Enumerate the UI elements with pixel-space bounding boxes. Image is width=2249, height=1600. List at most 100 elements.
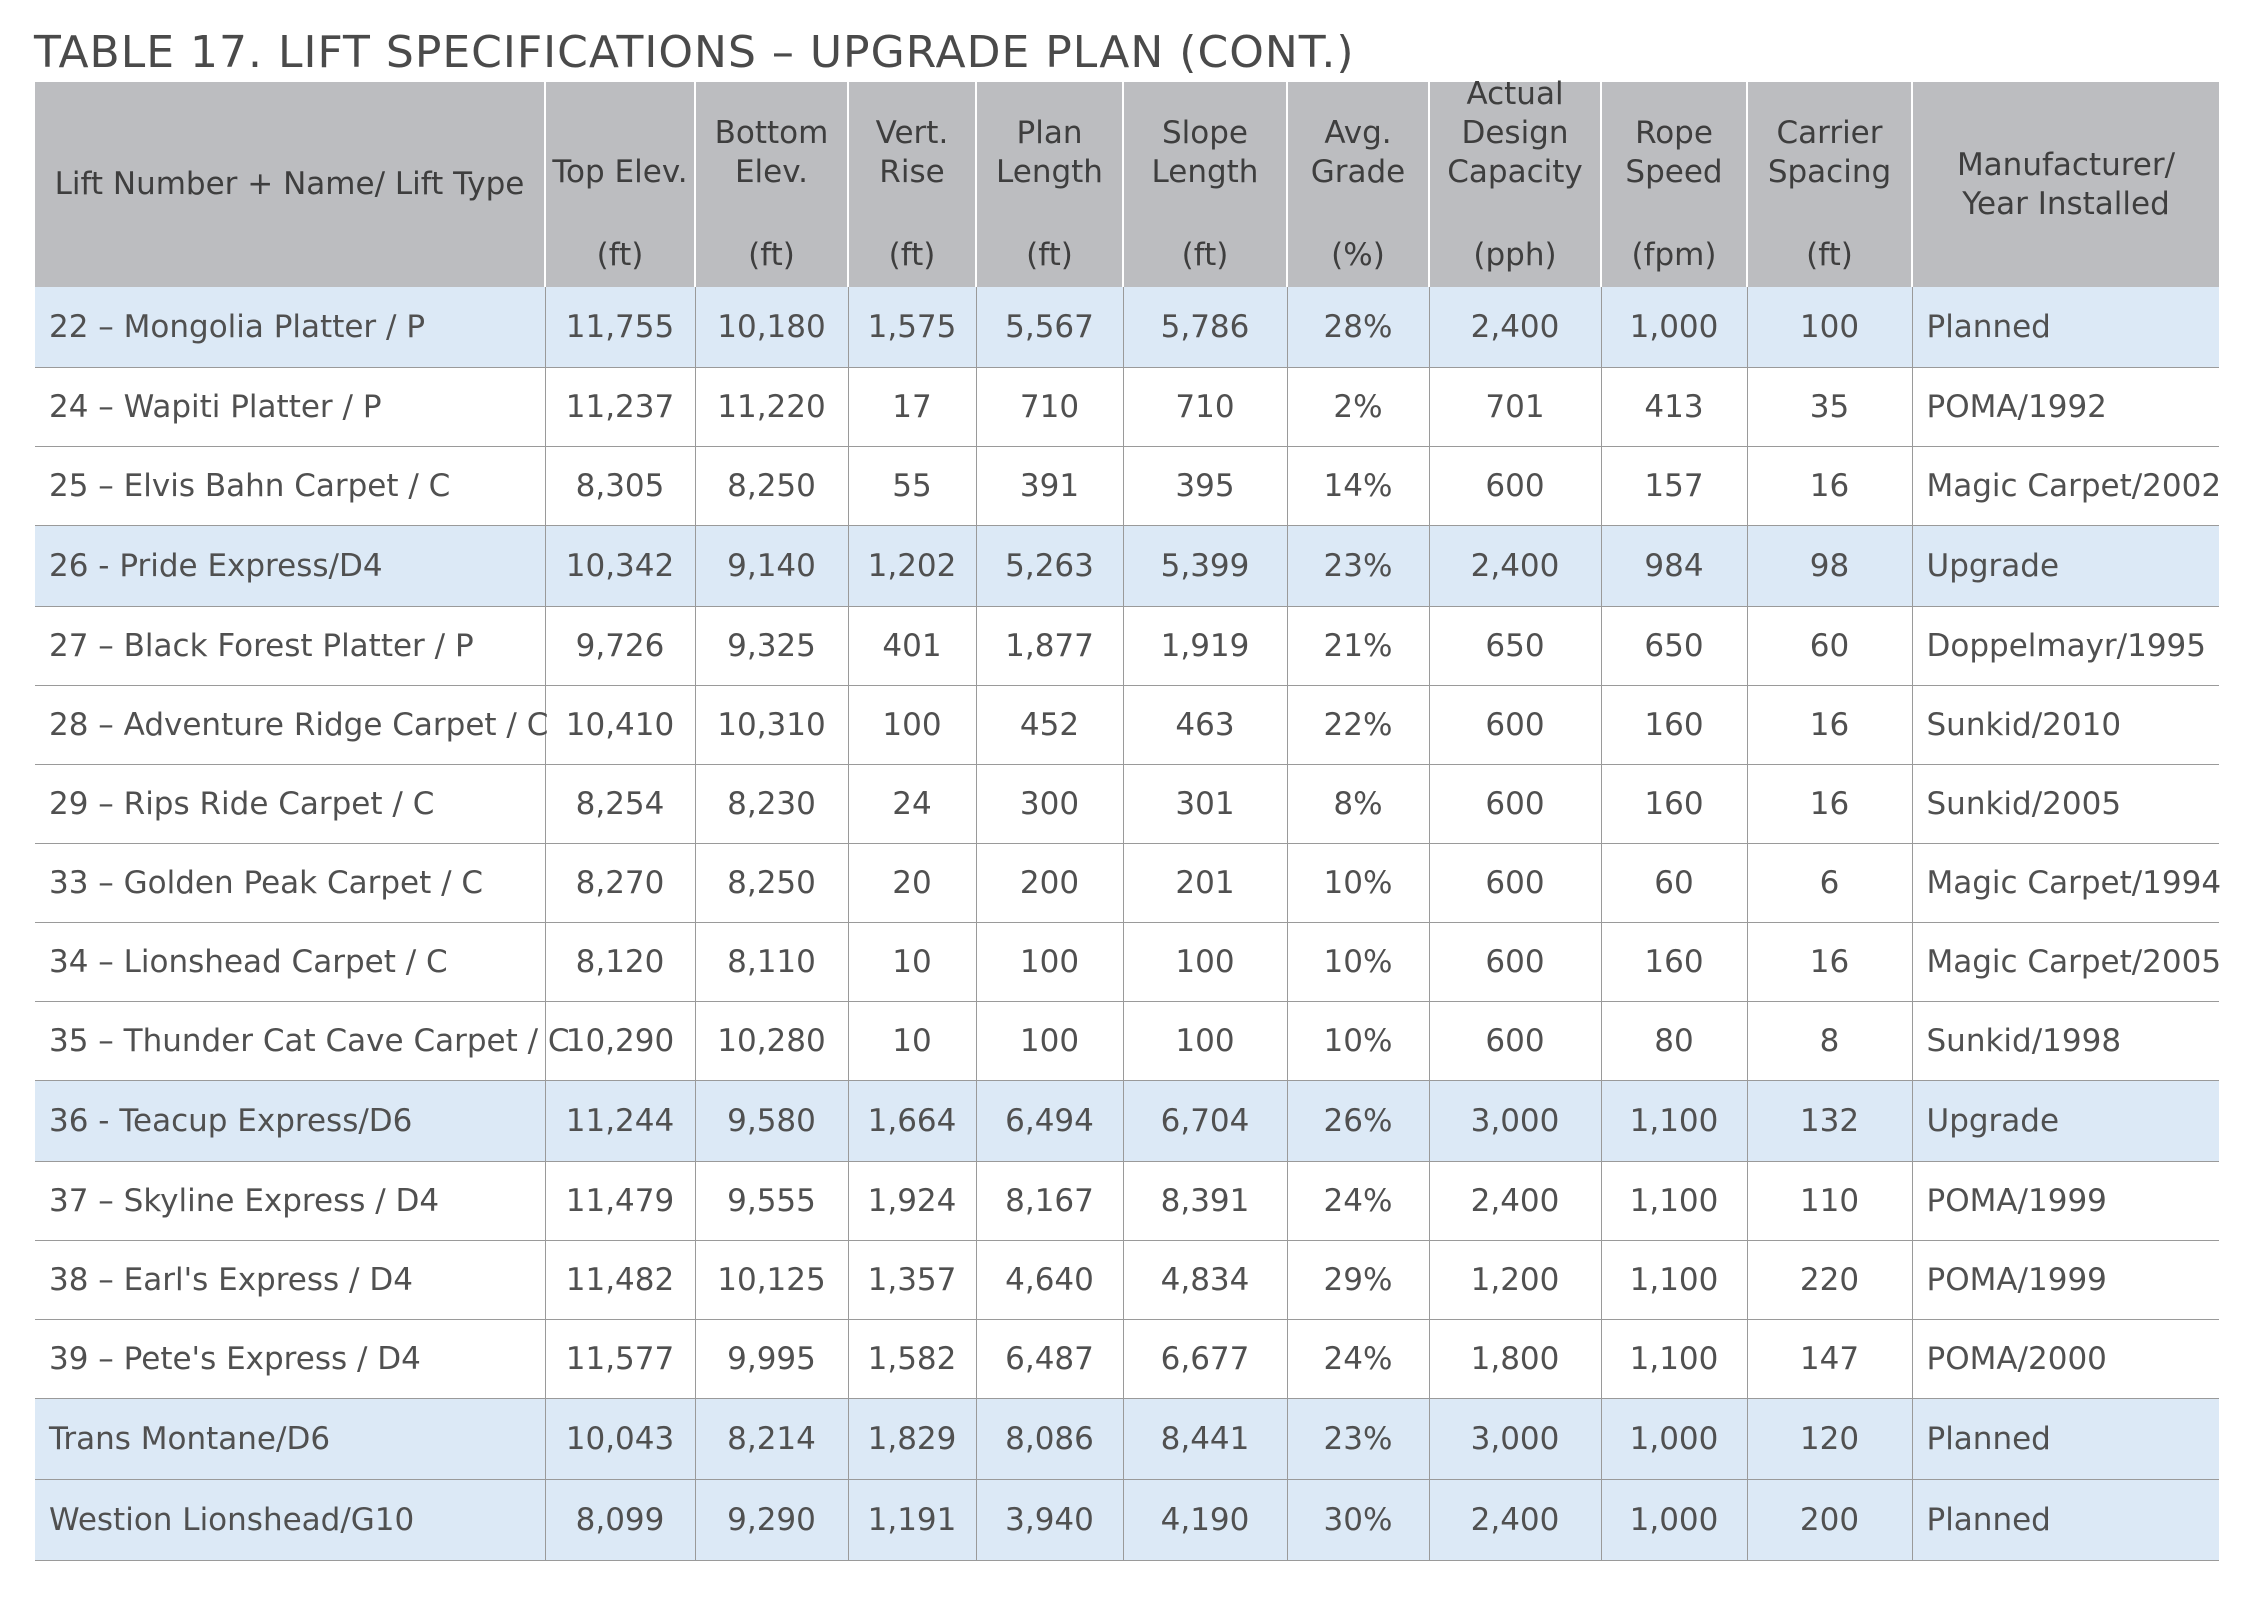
table-cell: 160 — [1600, 764, 1747, 844]
table-cell: 9,555 — [694, 1161, 848, 1241]
manufacturer-cell: Upgrade — [1911, 525, 2219, 607]
table-row: 26 - Pride Express/D4 10,342 9,140 1,202 5,2… — [35, 525, 2219, 607]
table-cell: 401 — [847, 606, 976, 686]
table-cell: 147 — [1746, 1319, 1912, 1399]
table-cell: 11,220 — [694, 367, 848, 447]
lift-name-cell: 27 – Black Forest Platter / P — [35, 606, 545, 686]
table-row: 24 – Wapiti Platter / P 11,237 11,220 17 710… — [35, 367, 2219, 447]
table-cell: 395 — [1122, 446, 1287, 526]
table-cell: 9,290 — [694, 1479, 848, 1561]
table-cell: 9,325 — [694, 606, 848, 686]
column-header: Bottom Elev. (ft) — [694, 82, 848, 287]
table-cell: 463 — [1122, 685, 1287, 765]
table-cell: 4,190 — [1122, 1479, 1287, 1561]
table-cell: 100 — [1122, 922, 1287, 1002]
table-row: 35 – Thunder Cat Cave Carpet / C 10,290 10… — [35, 1001, 2219, 1081]
table-cell: 5,786 — [1122, 287, 1287, 368]
column-header-label: Slope Length — [1151, 115, 1259, 190]
table-cell: 1,357 — [847, 1240, 976, 1320]
manufacturer-cell: POMA/1992 — [1911, 367, 2219, 447]
table-row: 34 – Lionshead Carpet / C 8,120 8,110 10 100… — [35, 922, 2221, 1002]
table-row: 27 – Black Forest Platter / P 9,726 9,325 4… — [35, 606, 2219, 686]
table-cell: 10,290 — [544, 1001, 695, 1081]
table-cell: 11,479 — [544, 1161, 695, 1241]
table-cell: 220 — [1746, 1240, 1912, 1320]
column-header: Lift Number + Name/ Lift Type — [35, 82, 545, 287]
table-cell: 3,000 — [1428, 1398, 1601, 1480]
manufacturer-cell: Planned — [1911, 1398, 2219, 1480]
column-header-label: Avg. Grade — [1310, 115, 1406, 190]
table-cell: 600 — [1428, 446, 1601, 526]
lift-name-cell: 26 - Pride Express/D4 — [35, 525, 545, 607]
table-cell: 157 — [1600, 446, 1747, 526]
table-cell: 600 — [1428, 922, 1601, 1002]
table-cell: 710 — [1122, 367, 1287, 447]
column-header-unit: (ft) — [888, 237, 936, 273]
table-cell: 2,400 — [1428, 1161, 1601, 1241]
table-cell: 201 — [1122, 843, 1287, 923]
table-header-row: Lift Number + Name/ Lift Type Top Elev. (f… — [35, 76, 2219, 287]
table-cell: 16 — [1746, 922, 1912, 1002]
lift-name-cell: 39 – Pete's Express / D4 — [35, 1319, 545, 1399]
manufacturer-cell: Sunkid/2005 — [1911, 764, 2219, 844]
table-row: Trans Montane/D6 10,043 8,214 1,829 8,086 8,4… — [35, 1398, 2219, 1480]
table-cell: 29% — [1286, 1240, 1429, 1320]
table-cell: 413 — [1600, 367, 1747, 447]
table-cell: 10,410 — [544, 685, 695, 765]
column-header-label: Carrier Spacing — [1767, 115, 1892, 190]
table-cell: 120 — [1746, 1398, 1912, 1480]
column-header: Actual Design Capacity (pph) — [1428, 76, 1601, 287]
table-cell: 8,120 — [544, 922, 695, 1002]
column-header-label: Lift Number + Name/ Lift Type — [54, 166, 525, 202]
table-cell: 10,043 — [544, 1398, 695, 1480]
table-cell: 8,441 — [1122, 1398, 1287, 1480]
column-header: Plan Length (ft) — [975, 82, 1123, 287]
lift-name-cell: 22 – Mongolia Platter / P — [35, 287, 545, 368]
column-header-label: Top Elev. — [552, 154, 688, 190]
table-cell: 1,664 — [847, 1080, 976, 1162]
table-cell: 6,494 — [975, 1080, 1123, 1162]
table-cell: 35 — [1746, 367, 1912, 447]
lift-name-cell: 37 – Skyline Express / D4 — [35, 1161, 545, 1241]
lift-name-cell: Westion Lionshead/G10 — [35, 1479, 545, 1561]
table-cell: 1,100 — [1600, 1240, 1747, 1320]
table-cell: 1,000 — [1600, 1398, 1747, 1480]
table-cell: 24 — [847, 764, 976, 844]
table-cell: 1,000 — [1600, 1479, 1747, 1561]
column-header-unit: (ft) — [1026, 237, 1073, 273]
table-cell: 710 — [975, 367, 1123, 447]
table-row: 33 – Golden Peak Carpet / C 8,270 8,250 20 2… — [35, 843, 2221, 923]
table-cell: 20 — [847, 843, 976, 923]
column-header-label: Bottom Elev. — [714, 115, 829, 190]
table-body: 22 – Mongolia Platter / P 11,755 10,180 1,5… — [35, 287, 2221, 1561]
table-cell: 8,230 — [694, 764, 848, 844]
table-cell: 132 — [1746, 1080, 1912, 1162]
table-cell: 8,250 — [694, 446, 848, 526]
table-cell: 1,191 — [847, 1479, 976, 1561]
table-cell: 160 — [1600, 685, 1747, 765]
table-cell: 160 — [1600, 922, 1747, 1002]
column-header: Avg. Grade (%) — [1286, 82, 1429, 287]
lift-name-cell: Trans Montane/D6 — [35, 1398, 545, 1480]
table-cell: 6,677 — [1122, 1319, 1287, 1399]
table-row: 38 – Earl's Express / D4 11,482 10,125 1,35… — [35, 1240, 2219, 1320]
table-cell: 6,487 — [975, 1319, 1123, 1399]
table-cell: 22% — [1286, 685, 1429, 765]
column-header: Slope Length (ft) — [1122, 82, 1287, 287]
table-cell: 11,755 — [544, 287, 695, 368]
table-cell: 984 — [1600, 525, 1747, 607]
table-cell: 8,167 — [975, 1161, 1123, 1241]
lift-name-cell: 35 – Thunder Cat Cave Carpet / C — [35, 1001, 570, 1081]
lift-name-cell: 36 - Teacup Express/D6 — [35, 1080, 545, 1162]
table-cell: 1,800 — [1428, 1319, 1601, 1399]
table-cell: 110 — [1746, 1161, 1912, 1241]
table-cell: 21% — [1286, 606, 1429, 686]
table-cell: 8,391 — [1122, 1161, 1287, 1241]
table-cell: 98 — [1746, 525, 1912, 607]
table-cell: 10,180 — [694, 287, 848, 368]
table-cell: 8,305 — [544, 446, 695, 526]
table-cell: 10,125 — [694, 1240, 848, 1320]
page-title: TABLE 17. LIFT SPECIFICATIONS – UPGRADE … — [34, 27, 1355, 78]
lift-name-cell: 38 – Earl's Express / D4 — [35, 1240, 545, 1320]
table-cell: 11,244 — [544, 1080, 695, 1162]
